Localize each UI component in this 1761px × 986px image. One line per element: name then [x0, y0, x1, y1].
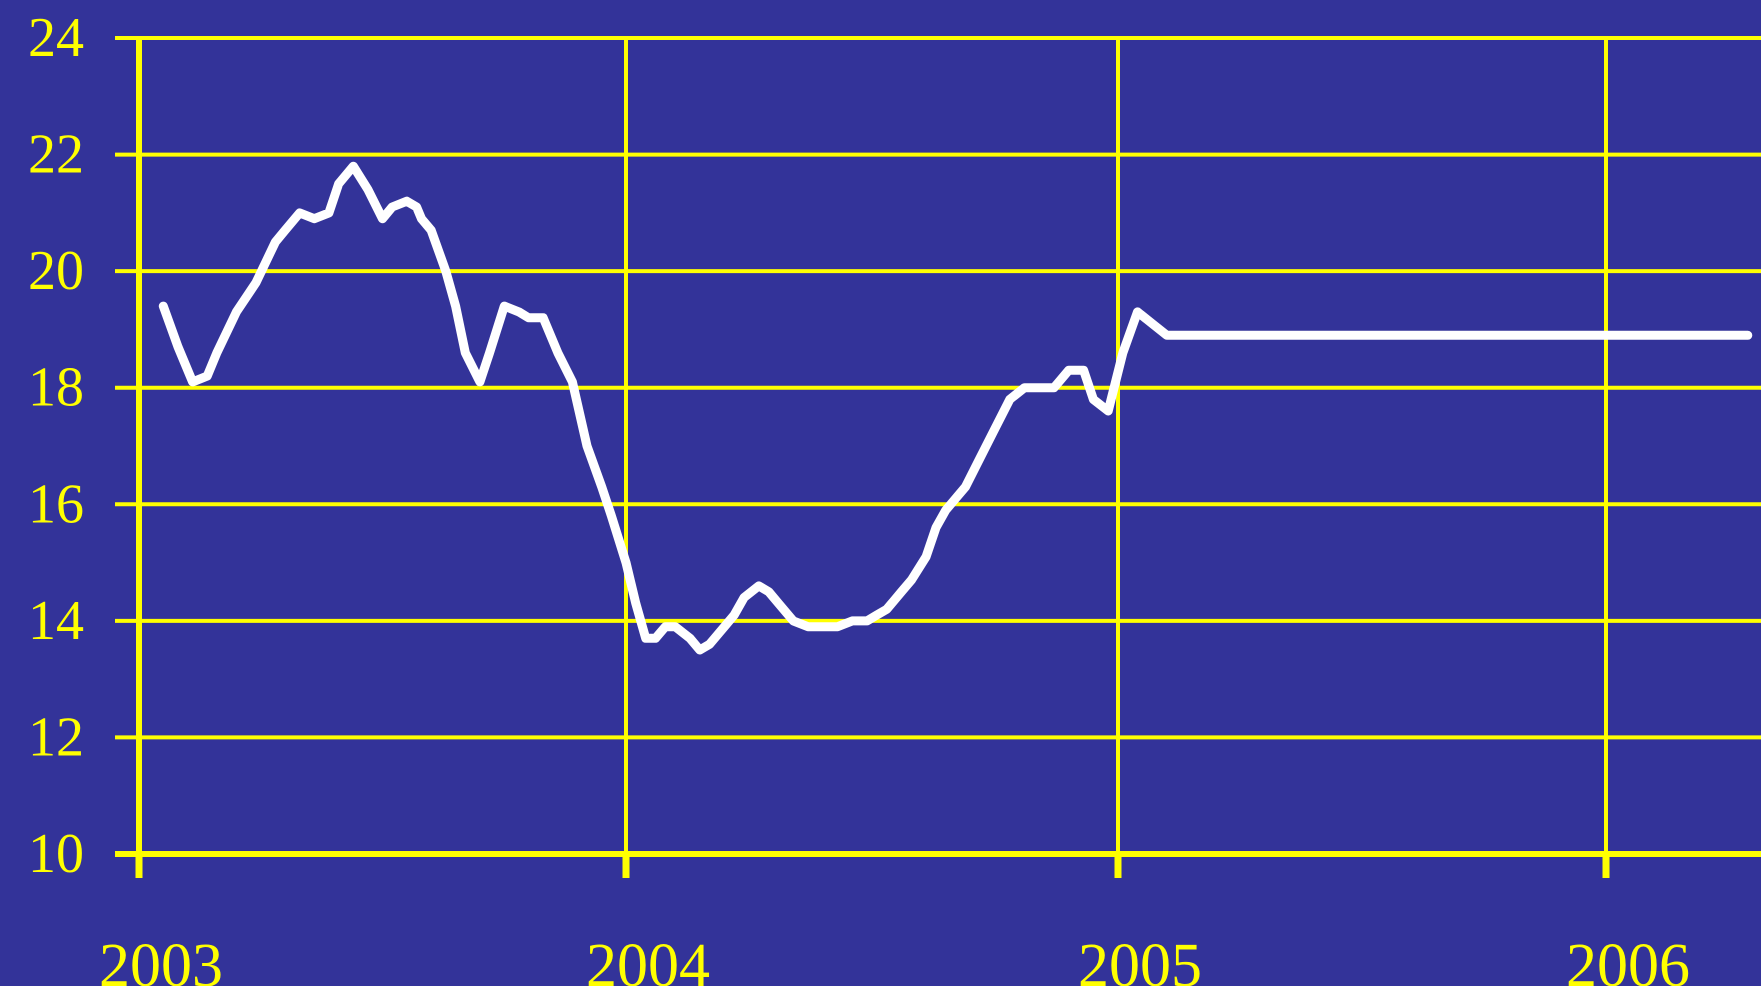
x-tick-label-2005: 2005 [1078, 932, 1202, 986]
y-tick-label-16: 16 [28, 473, 84, 535]
y-tick-label-24: 24 [28, 7, 84, 69]
y-tick-label-18: 18 [28, 357, 84, 419]
y-tick-label-22: 22 [28, 124, 84, 186]
y-tick-label-10: 10 [28, 823, 84, 885]
y-tick-label-20: 20 [28, 240, 84, 302]
x-tick-label-2003: 2003 [99, 932, 223, 986]
x-tick-label-2004: 2004 [586, 932, 710, 986]
x-tick-label-2006: 2006 [1566, 932, 1690, 986]
y-tick-label-14: 14 [28, 590, 84, 652]
y-tick-label-12: 12 [28, 706, 84, 768]
